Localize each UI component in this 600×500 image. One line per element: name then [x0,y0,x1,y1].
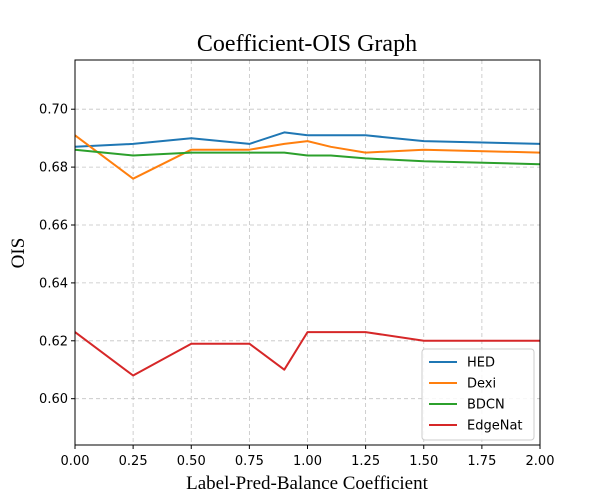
y-tick-label: 0.60 [39,392,68,407]
legend-label-dexi: Dexi [467,377,496,392]
y-tick-label: 0.66 [39,219,68,234]
series-line-edgenat [74,331,540,377]
x-tick-label: 0.00 [61,454,90,469]
x-tick-label: 0.25 [119,454,148,469]
series-line-bdcn [74,148,541,166]
x-tick-label: 1.75 [467,454,496,469]
y-axis-label: OIS [8,238,29,269]
y-tick-label: 0.62 [39,334,68,349]
y-tick-label: 0.68 [39,161,68,176]
y-tick-label: 0.64 [39,276,68,291]
series-layer [74,131,541,377]
x-tick-label: 1.50 [409,454,438,469]
chart-title: Coefficient-OIS Graph [197,31,417,57]
y-tick-label: 0.70 [39,103,68,118]
x-axis-ticks: 0.00 0.25 0.50 0.75 1.00 1.25 1.50 1.75 2.00 [61,445,555,469]
legend-label-hed: HED [467,356,495,371]
x-tick-label: 0.50 [177,454,206,469]
legend-items: HED Dexi BDCN EdgeNat [429,356,523,434]
series-line-hed [74,131,541,148]
x-axis-label: Label-Pred-Balance Coefficient [186,473,429,494]
x-tick-label: 1.00 [293,454,322,469]
legend: HED Dexi BDCN EdgeNat [421,348,535,441]
x-tick-label: 1.25 [351,454,380,469]
legend-label-bdcn: BDCN [467,398,505,413]
x-tick-label: 2.00 [526,454,555,469]
legend-box [421,348,535,441]
legend-label-edgenat: EdgeNat [467,419,523,434]
y-axis-ticks: 0.60 0.62 0.64 0.66 0.68 0.70 [39,103,75,407]
x-tick-label: 0.75 [235,454,264,469]
series-line-dexi [74,134,541,180]
